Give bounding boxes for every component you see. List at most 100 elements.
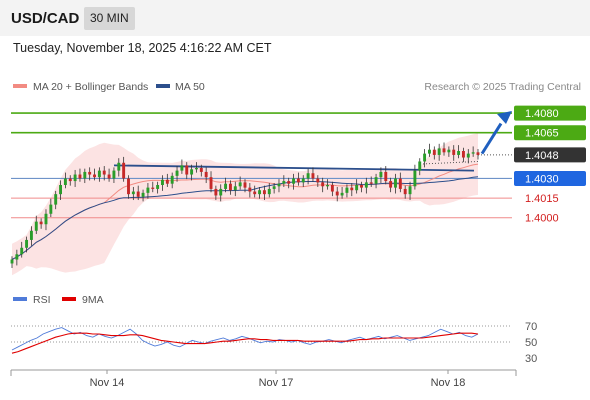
candle bbox=[403, 185, 407, 199]
rsi-line bbox=[11, 327, 479, 351]
resistance-label: 1.4065 bbox=[525, 128, 559, 140]
candle bbox=[34, 215, 38, 235]
candle bbox=[238, 176, 242, 190]
candle bbox=[146, 183, 150, 199]
candle bbox=[224, 177, 228, 193]
candle bbox=[326, 179, 329, 190]
rsi-tick-label: 70 bbox=[525, 321, 537, 333]
target-arrow-head bbox=[497, 111, 512, 124]
candle bbox=[195, 162, 198, 173]
candle bbox=[335, 186, 339, 202]
candle bbox=[88, 167, 92, 181]
candle bbox=[340, 186, 344, 199]
candle bbox=[384, 166, 388, 185]
candle bbox=[437, 143, 441, 161]
candle bbox=[233, 181, 237, 197]
candle bbox=[63, 172, 67, 189]
candle bbox=[102, 166, 106, 181]
candle bbox=[25, 236, 29, 253]
candles bbox=[10, 142, 480, 269]
candle bbox=[228, 180, 232, 195]
candle bbox=[262, 185, 266, 201]
candle bbox=[97, 167, 101, 182]
candle bbox=[398, 172, 402, 193]
candle bbox=[44, 209, 48, 231]
candle bbox=[413, 164, 417, 190]
candle bbox=[330, 181, 334, 197]
resistance-label-box bbox=[514, 125, 586, 141]
candle bbox=[345, 184, 349, 198]
candle bbox=[306, 168, 310, 185]
bollinger-band bbox=[12, 133, 478, 276]
last-price-label: 1.4048 bbox=[525, 150, 559, 162]
candle bbox=[83, 168, 87, 184]
candle bbox=[185, 162, 189, 180]
candle bbox=[199, 164, 203, 177]
resistance-label: 1.4080 bbox=[525, 108, 559, 120]
support-label: 1.4015 bbox=[525, 193, 559, 205]
candle bbox=[360, 181, 363, 193]
candle bbox=[248, 183, 252, 198]
level-labels: 1.4080 1.4065 1.4048 1.4030 1.4015 1.4000 bbox=[514, 105, 586, 225]
rsi-ma-legend-label: 9MA bbox=[82, 294, 104, 306]
time-tick-label: Nov 17 bbox=[259, 377, 294, 389]
candle bbox=[165, 173, 169, 187]
candle bbox=[117, 158, 121, 177]
candle bbox=[277, 179, 281, 193]
candle bbox=[316, 175, 320, 187]
candle bbox=[151, 181, 155, 193]
rsi-tick-label: 30 bbox=[525, 353, 537, 365]
candle bbox=[209, 171, 213, 193]
candle bbox=[175, 166, 179, 182]
time-axis: Nov 14 Nov 17 Nov 18 bbox=[10, 369, 517, 389]
channel-trendline bbox=[113, 164, 475, 172]
candle bbox=[267, 183, 271, 198]
ma20-swatch bbox=[13, 84, 27, 88]
candle bbox=[296, 172, 300, 186]
resistance-label-box bbox=[514, 105, 586, 121]
ma50-swatch bbox=[156, 84, 170, 88]
candle bbox=[59, 180, 62, 201]
candle bbox=[292, 173, 295, 190]
candle bbox=[161, 175, 164, 191]
candle bbox=[471, 146, 475, 157]
candle bbox=[379, 167, 383, 184]
candle bbox=[243, 179, 247, 193]
candle bbox=[287, 177, 291, 189]
candle bbox=[180, 159, 184, 174]
rsi-ma-line bbox=[11, 332, 479, 354]
candle bbox=[156, 181, 160, 194]
candle bbox=[364, 177, 368, 194]
candle bbox=[442, 142, 446, 156]
rsi-swatch bbox=[13, 297, 27, 301]
candle bbox=[394, 173, 397, 194]
candle bbox=[311, 167, 315, 182]
symbol-label: USD/CAD bbox=[11, 10, 80, 27]
bollinger-band-area bbox=[12, 133, 478, 276]
candle bbox=[272, 183, 276, 194]
candle bbox=[112, 167, 116, 184]
candle bbox=[461, 147, 465, 163]
candle bbox=[219, 184, 223, 202]
timeframe-badge[interactable]: 30 MIN bbox=[84, 7, 135, 30]
candle bbox=[204, 167, 208, 184]
candle bbox=[374, 173, 378, 189]
ma20-legend-label: MA 20 + Bollinger Bands bbox=[33, 81, 148, 93]
candle bbox=[369, 176, 373, 187]
candle bbox=[39, 218, 43, 229]
legend: MA 20 + Bollinger Bands MA 50 Research ©… bbox=[13, 81, 581, 93]
candle bbox=[107, 168, 111, 182]
support-label: 1.4000 bbox=[525, 213, 559, 225]
candle bbox=[136, 185, 140, 201]
candle bbox=[282, 175, 286, 187]
datetime-label: Tuesday, November 18, 2025 4:16:22 AM CE… bbox=[13, 41, 272, 55]
candle bbox=[54, 190, 58, 210]
candle bbox=[432, 146, 436, 160]
candle bbox=[408, 181, 412, 201]
candle bbox=[355, 179, 359, 194]
candle bbox=[253, 185, 257, 198]
rsi-panel: 70 50 30 bbox=[11, 321, 537, 365]
candle bbox=[49, 198, 53, 218]
